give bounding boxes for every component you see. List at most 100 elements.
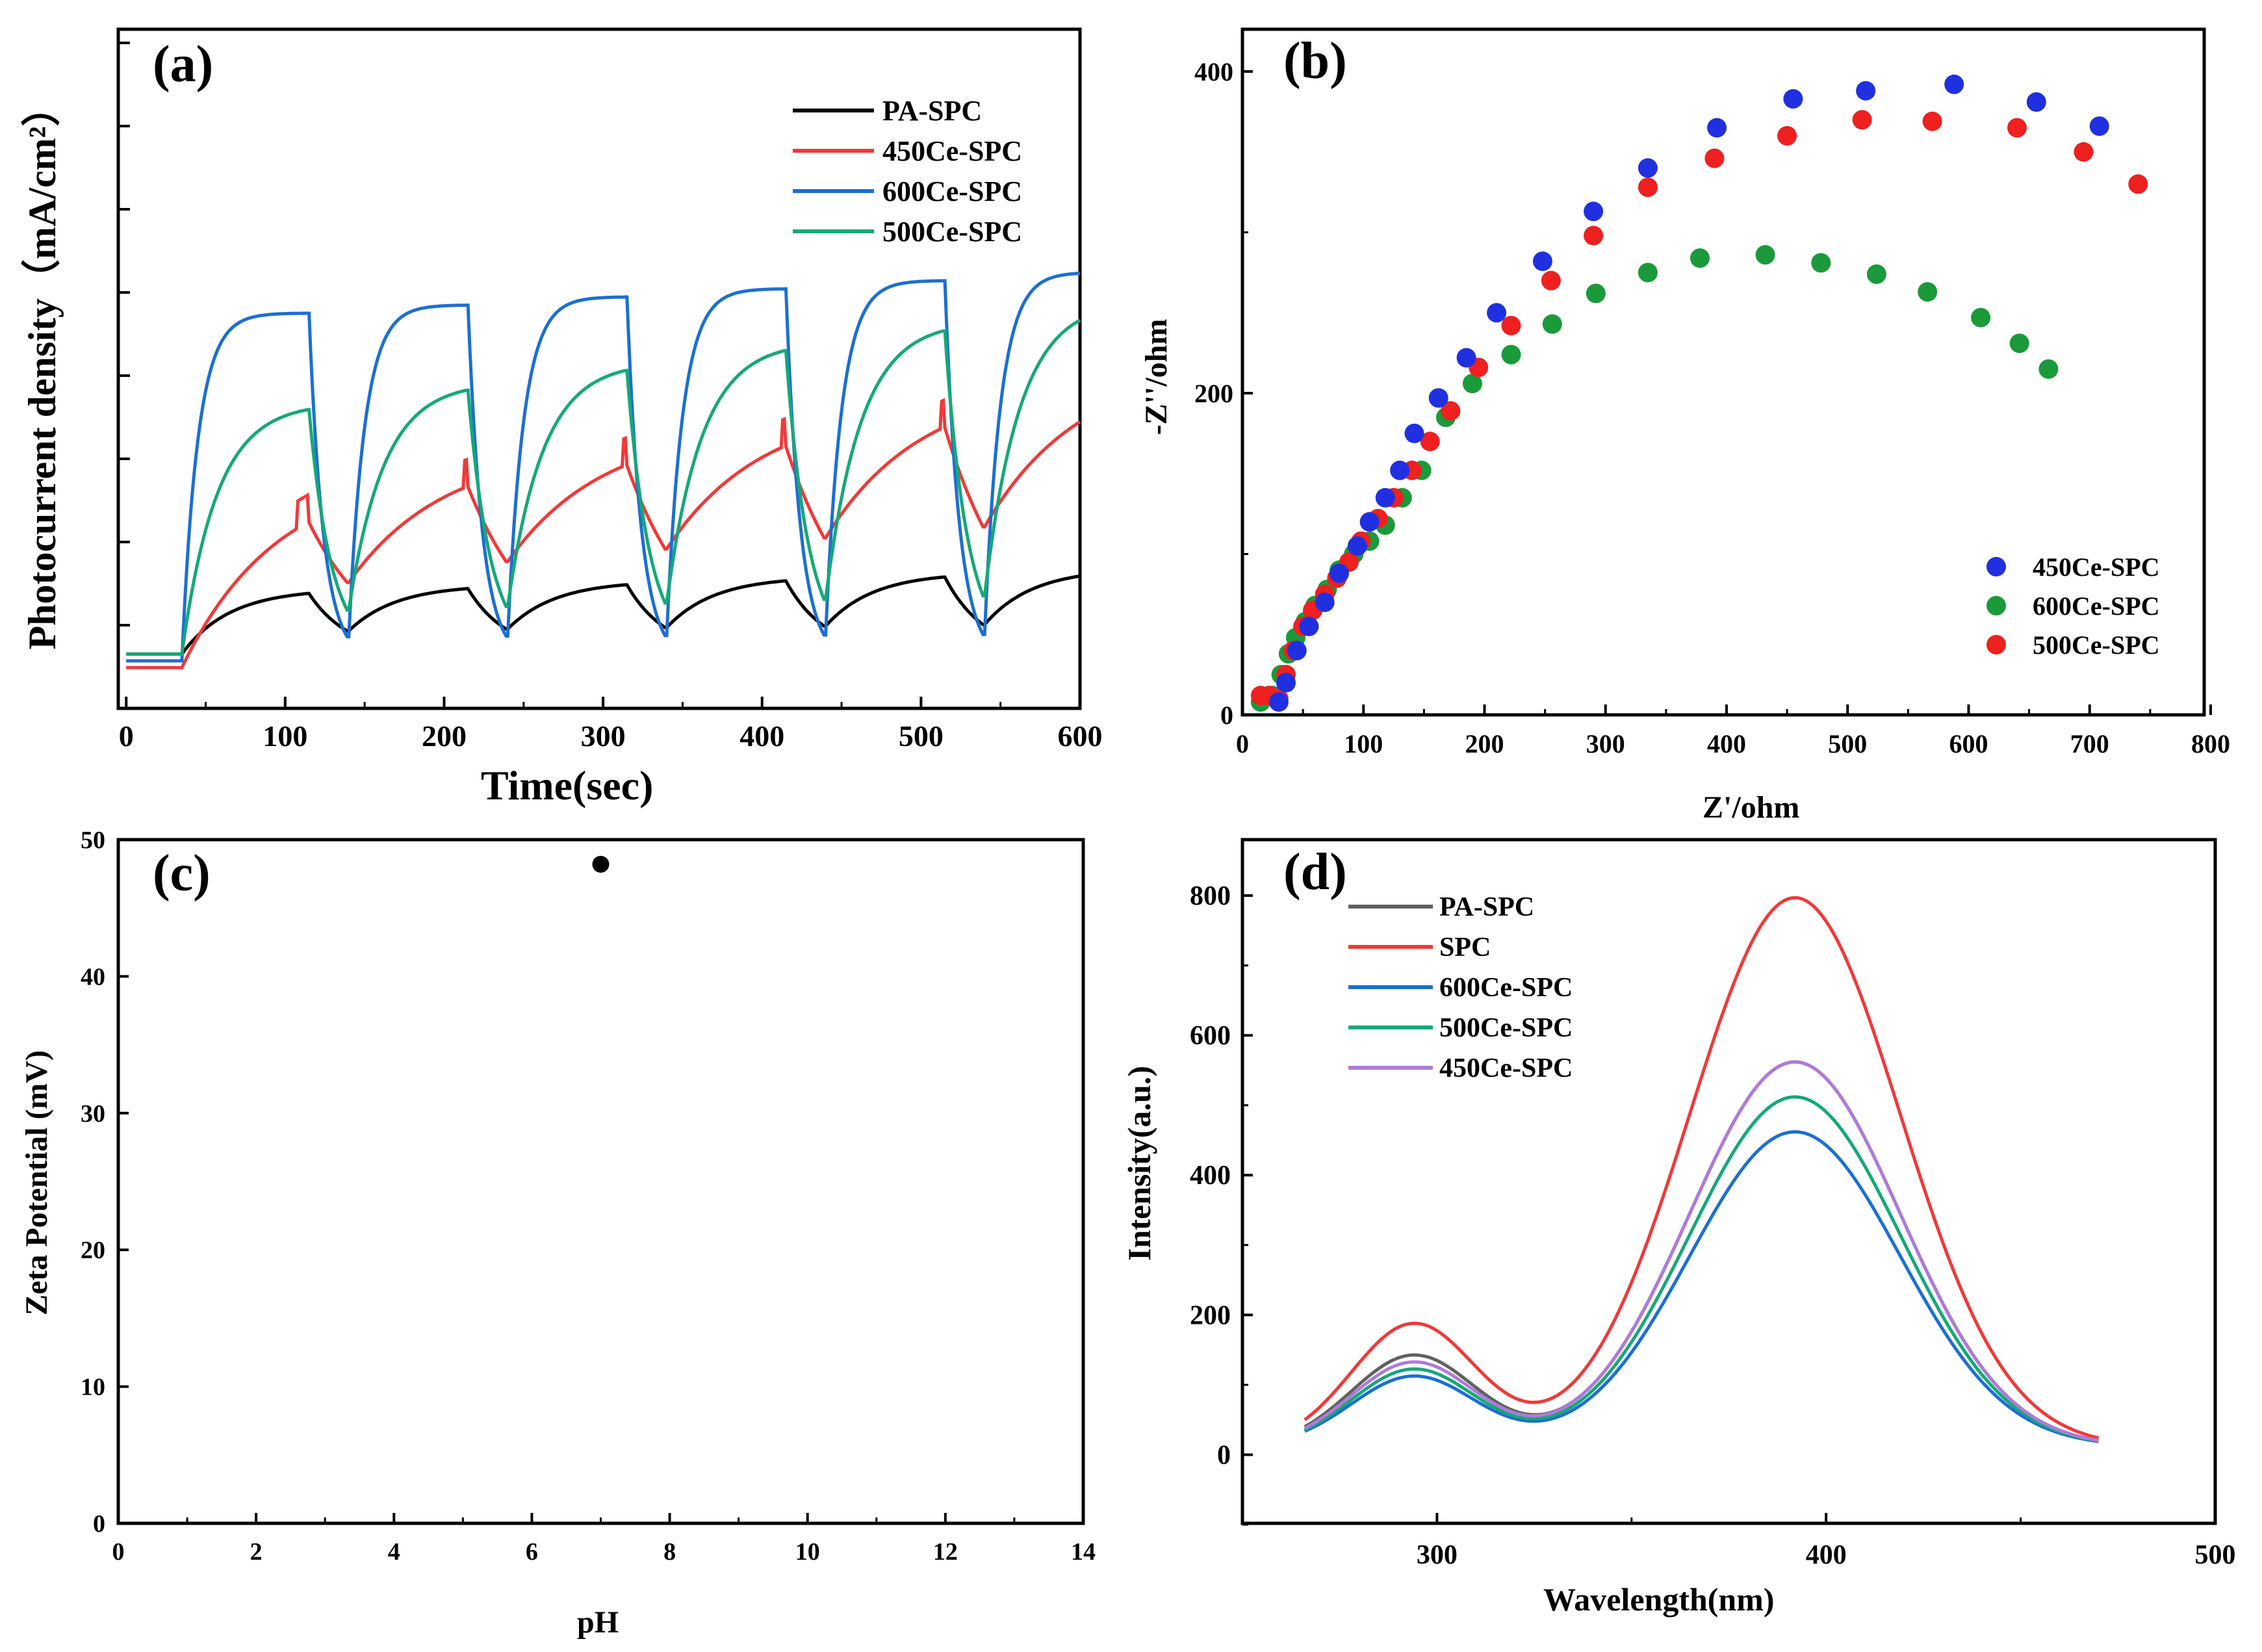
panel-c-ytick-label: 0 [93,1510,105,1538]
panel-b-frame [1240,27,2206,717]
panel-b-point-500ce-spc [2128,174,2148,194]
panel-b-point-600ce-spc [1638,263,1658,283]
panel-b-legend-marker [1986,596,2006,615]
panel-b-point-450ce-spc [1268,692,1289,712]
panel-d: (d) Wavelength(nm) Intensity(a.u.) 300 40… [1121,838,2236,1618]
panel-b-point-500ce-spc [1777,126,1797,146]
panel-b-point-450ce-spc [1330,563,1349,584]
panel-b-xtick-label: 400 [1707,729,1746,758]
panel-c-xtick-label: 6 [526,1538,538,1566]
panel-b-label: (b) [1283,32,1347,90]
panel-b-point-450ce-spc [1404,423,1424,443]
panel-b-xtick-label: 700 [2070,729,2109,758]
panel-b-point-450ce-spc [1299,616,1319,636]
panel-b-point-600ce-spc [1811,253,1831,273]
panel-b-legend-label: 500Ce-SPC [2033,630,2160,660]
panel-b-xlabel: Z'/ohm [1703,790,1799,825]
panel-b-xtick-label: 600 [1949,729,1988,758]
panel-d-series-spc [1304,896,2099,1439]
panel-d-ytick-label: 400 [1190,1161,1231,1191]
panel-b-point-600ce-spc [1690,248,1710,268]
panel-b-ytick-label: 0 [1220,701,1233,730]
panel-b-ytick-label: 200 [1194,379,1233,408]
panel-b-point-500ce-spc [1922,111,1942,131]
panel-c-ytick-label: 30 [81,1100,105,1128]
panel-a-xtick-label: 100 [263,719,307,753]
panel-b-point-500ce-spc [1501,316,1521,335]
panel-c-xtick-label: 4 [388,1538,400,1566]
panel-a-series-pa-spc [126,574,1081,656]
panel-b-point-600ce-spc [1501,344,1521,365]
panel-b-point-500ce-spc [2074,142,2094,162]
panel-b-point-500ce-spc [1638,177,1658,198]
panel-b-point-450ce-spc [1315,592,1335,612]
panel-b-point-450ce-spc [2089,116,2109,136]
panel-b-point-450ce-spc [1487,303,1507,323]
panel-b-xtick-label: 500 [1828,729,1867,758]
panel-c-xtick-label: 14 [1071,1538,1096,1566]
panel-b-point-450ce-spc [1783,89,1803,109]
panel-b-xtick-label: 100 [1344,729,1383,758]
panel-b-point-450ce-spc [1584,201,1604,222]
panel-a-xtick-label: 600 [1058,719,1103,753]
panel-c-ytick-label: 20 [81,1237,105,1264]
panel-b-point-450ce-spc [1276,673,1296,693]
panel-b-point-600ce-spc [1542,314,1562,334]
panel-c: (c) pH Zeta Potential (mV) 0 2 4 6 8 10 12 14 0 1… [19,827,1096,1640]
panel-d-legend-label: 500Ce-SPC [1439,1013,1573,1043]
panel-a-legend-label: 500Ce-SPC [882,216,1022,248]
panel-c-label: (c) [153,845,211,902]
panel-b-legend-marker [1986,557,2006,576]
panel-b-point-600ce-spc [2038,359,2059,379]
panel-b-point-450ce-spc [1347,536,1367,556]
panel-b-ylabel: -Z''/ohm [1139,319,1174,435]
panel-b-point-450ce-spc [1944,74,1964,94]
panel-c-xlabel: pH [577,1605,619,1640]
panel-b-point-600ce-spc [1755,245,1775,265]
panel-d-xlabel: Wavelength(nm) [1543,1581,1775,1618]
panel-d-frame [1240,838,2217,1525]
panel-b-point-450ce-spc [1359,512,1380,532]
panel-b-point-600ce-spc [1586,283,1606,303]
panel-d-legend-label: SPC [1439,933,1491,962]
panel-a-legend-label: 450Ce-SPC [882,135,1022,167]
panel-a-series-600ce-spc [126,272,1081,663]
panel-a-series-500ce-spc [126,318,1081,656]
panel-b-point-600ce-spc [1462,374,1482,394]
panel-a-label: (a) [153,36,213,93]
panel-d-legend-label: PA-SPC [1439,892,1534,922]
panel-b: (b) Z'/ohm -Z''/ohm 0 100 200 300 400 500 600 7… [1139,27,2230,825]
panel-b-ytick-label: 400 [1194,57,1233,86]
panel-d-ytick-label: 800 [1190,881,1231,911]
panel-b-point-450ce-spc [1638,158,1658,178]
panel-d-series-600ce-spc [1304,1130,2099,1443]
panel-a-xtick-label: 400 [739,719,784,753]
panel-a-ylabel: Photocurrent density（mA/cm²） [20,87,64,649]
panel-b-legend-label: 600Ce-SPC [2033,591,2160,621]
panel-b-xtick-label: 800 [2191,729,2230,758]
panel-d-xtick-label: 500 [2195,1540,2236,1570]
panel-b-point-450ce-spc [1532,252,1552,271]
panel-b-point-450ce-spc [1287,641,1307,660]
panel-c-ytick-label: 50 [81,827,105,854]
panel-d-ytick-label: 0 [1217,1440,1231,1470]
panel-b-xtick-label: 0 [1236,729,1249,758]
panel-b-point-450ce-spc [1428,388,1448,408]
panel-a-xtick-label: 0 [119,719,134,753]
panel-b-point-500ce-spc [1420,432,1440,452]
panel-b-point-600ce-spc [2009,333,2029,354]
panel-b-point-450ce-spc [1390,460,1410,480]
panel-b-point-500ce-spc [1541,270,1561,290]
panel-c-ytick-label: 10 [81,1374,105,1401]
panel-d-xtick-label: 400 [1806,1540,1847,1570]
panel-a-frame [116,27,1082,710]
panel-b-point-500ce-spc [1441,401,1461,421]
panel-d-label: (d) [1283,844,1347,901]
panel-b-point-500ce-spc [1584,226,1604,246]
panel-d-ytick-label: 200 [1190,1300,1231,1330]
panel-a-legend-label: PA-SPC [882,95,982,127]
panel-d-ylabel: Intensity(a.u.) [1121,1066,1157,1261]
panel-b-point-450ce-spc [1375,487,1395,508]
panel-c-xtick-label: 0 [112,1538,125,1566]
